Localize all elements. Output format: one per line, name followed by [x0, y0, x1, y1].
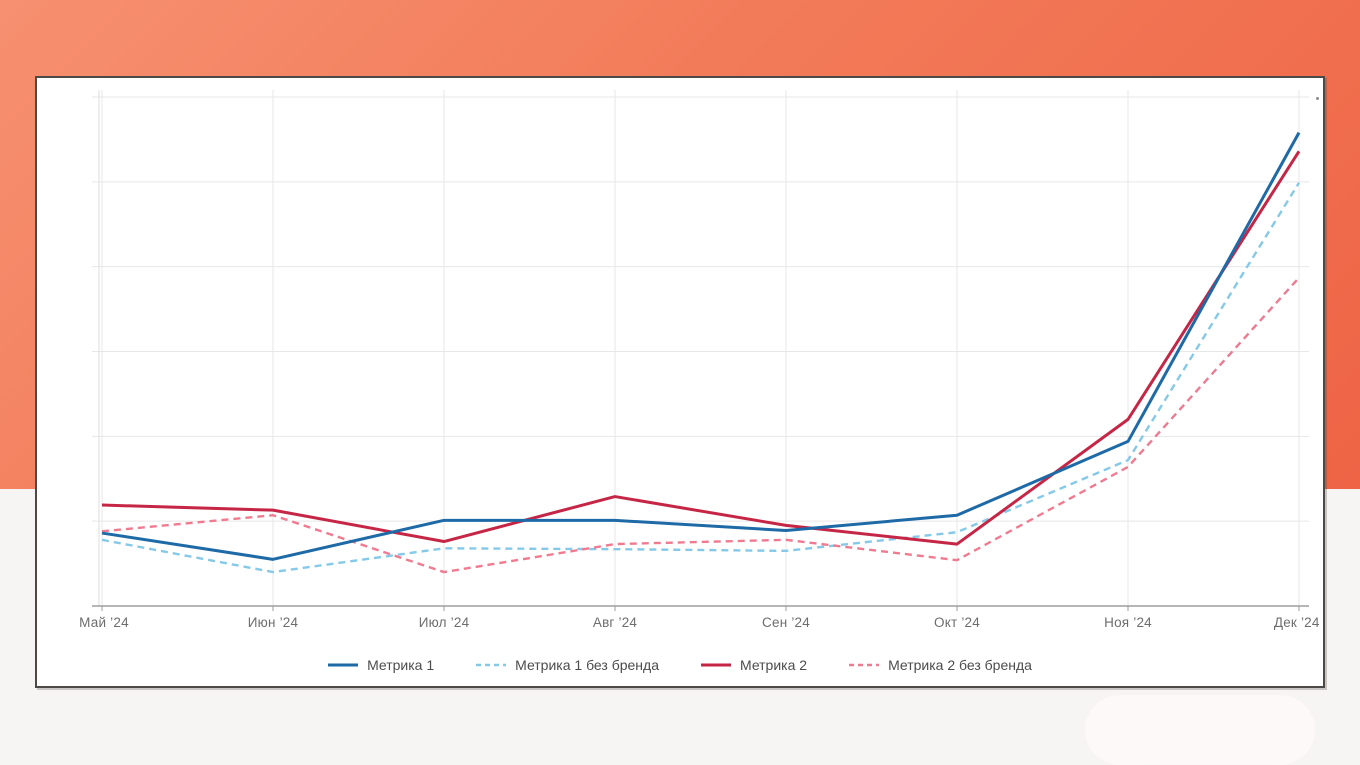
- x-axis-label: Июл ’24: [418, 615, 470, 630]
- x-axis-label: Май ’24: [79, 615, 129, 630]
- legend-line-sample-dashed-lightblue: [476, 658, 507, 672]
- legend-label: Метрика 2: [740, 657, 808, 673]
- x-axis-label: Дек ’24: [1273, 615, 1320, 630]
- chart-legend: Метрика 1 Метрика 1 без бренда Метрика 2…: [37, 652, 1323, 678]
- x-axis-label: Авг ’24: [592, 615, 638, 630]
- legend-item-metric-1-no-brand[interactable]: Метрика 1 без бренда: [476, 657, 659, 673]
- background-highlight-blob: [1085, 695, 1315, 765]
- line-chart-plot: [92, 90, 1309, 611]
- legend-label: Метрика 1 без бренда: [515, 657, 659, 673]
- legend-label: Метрика 2 без бренда: [888, 657, 1032, 673]
- x-axis-label: Сен ’24: [762, 615, 810, 630]
- x-axis-label: Ноя ’24: [1104, 615, 1152, 630]
- x-axis: Май ’24 Июн ’24 Июл ’24 Авг ’24 Сен ’24 …: [37, 615, 1323, 637]
- legend-label: Метрика 1: [367, 657, 435, 673]
- legend-line-sample-solid-blue: [328, 658, 359, 672]
- x-axis-label: Окт ’24: [934, 615, 980, 630]
- legend-line-sample-solid-red: [701, 658, 731, 672]
- legend-item-metric-1[interactable]: Метрика 1: [328, 657, 434, 673]
- chart-card: Май ’24 Июн ’24 Июл ’24 Авг ’24 Сен ’24 …: [35, 76, 1325, 688]
- corner-dot: [1316, 97, 1319, 100]
- legend-item-metric-2[interactable]: Метрика 2: [701, 657, 807, 673]
- x-axis-label: Июн ’24: [247, 615, 299, 630]
- legend-item-metric-2-no-brand[interactable]: Метрика 2 без бренда: [849, 657, 1032, 673]
- legend-line-sample-dashed-pink: [849, 658, 880, 672]
